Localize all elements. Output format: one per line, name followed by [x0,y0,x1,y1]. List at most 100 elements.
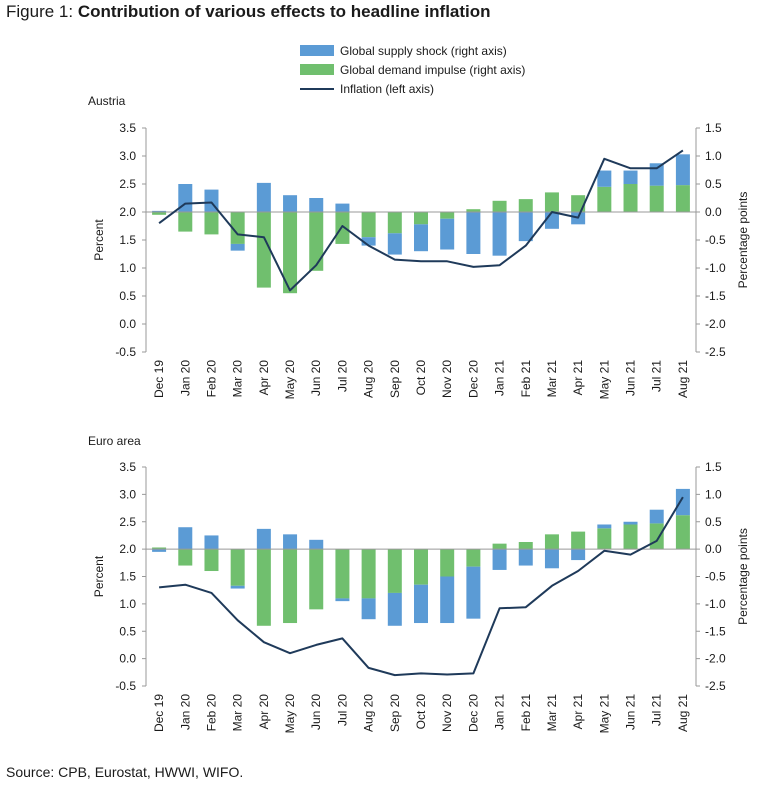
category-label: Dec 20 [466,360,480,398]
demand-bar [335,549,350,599]
category-label: Jul 20 [335,360,349,392]
demand-bar [414,549,428,585]
supply-bar [492,212,507,256]
inflation-line [158,149,684,292]
supply-bar [387,592,402,626]
category-label: Aug 20 [362,360,376,398]
demand-bar [361,212,376,238]
supply-bar [492,549,507,570]
category-label: Mar 20 [231,360,245,398]
right-tick-label: 1.0 [705,149,722,163]
demand-bar [256,549,271,626]
category-label: Apr 21 [571,694,585,730]
category-label: Jul 21 [650,360,664,392]
right-tick-label: -1.5 [705,624,726,638]
right-tick-label: 0.5 [705,515,722,529]
demand-bar [544,192,559,212]
demand-bar [440,549,455,577]
category-label: Mar 21 [545,694,559,732]
category-label: Apr 21 [571,360,585,396]
demand-bar [623,184,638,212]
supply-bar [283,534,298,550]
supply-bar [675,488,690,516]
supply-bar [230,243,245,251]
supply-bar [518,549,533,566]
category-label: May 21 [597,360,611,400]
figure-heading: Contribution of various effects to headl… [77,2,491,21]
demand-bar [283,549,298,624]
right-tick-label: 0.0 [705,542,722,556]
category-label: Oct 20 [414,694,428,730]
left-axis-title: Percent [92,219,106,261]
left-tick-label: 2.0 [119,205,136,219]
left-tick-label: 0.0 [119,317,136,331]
right-tick-label: -1.5 [705,289,726,303]
left-tick-label: 3.5 [119,121,136,135]
demand-bar [309,212,324,271]
category-label: Jul 20 [335,694,349,726]
demand-bar [571,531,586,550]
right-tick-label: -2.0 [705,652,726,666]
category-label: Jan 21 [493,360,507,396]
figure-label: Figure 1: [6,2,78,21]
right-tick-label: -2.0 [705,317,726,331]
left-tick-label: -0.5 [115,345,136,359]
right-tick-label: -0.5 [705,233,726,247]
category-label: Dec 19 [152,360,166,398]
category-label: Apr 20 [257,694,271,730]
category-label: Jun 20 [309,360,323,396]
legend-item-demand: Global demand impulse (right axis) [300,60,525,79]
category-label: Jun 21 [624,360,638,396]
left-tick-label: 0.0 [119,652,136,666]
left-tick-label: 3.0 [119,487,136,501]
right-tick-label: 0.5 [705,177,722,191]
category-label: Nov 20 [440,360,454,398]
supply-bar [335,598,350,602]
demand-bar [256,212,271,288]
category-label: Mar 21 [545,360,559,398]
demand-bar [492,543,507,550]
supply-bar [466,566,481,619]
category-label: Aug 21 [676,360,690,398]
right-tick-label: 1.5 [705,121,722,135]
right-tick-label: -2.5 [705,345,726,359]
category-label: Aug 20 [362,694,376,732]
demand-bar [152,547,167,550]
supply-bar [440,576,455,624]
category-label: Jul 21 [650,694,664,726]
source-note: Source: CPB, Eurostat, HWWI, WIFO. [6,764,244,780]
left-tick-label: 1.5 [119,570,136,584]
supply-bar [152,549,167,552]
demand-bar [518,199,533,212]
demand-bar [675,515,690,550]
category-label: Dec 20 [466,694,480,732]
legend-label-supply: Global supply shock (right axis) [340,43,507,58]
supply-bar [230,585,245,589]
category-label: May 20 [283,694,297,734]
demand-bar [623,524,638,550]
left-tick-label: 2.0 [119,542,136,556]
category-label: Jan 21 [493,694,507,730]
supply-bar [283,195,298,212]
left-tick-label: 2.5 [119,177,136,191]
left-tick-label: 1.0 [119,261,136,275]
left-tick-label: -0.5 [115,679,136,693]
demand-bar [178,549,193,566]
supply-bar [518,212,533,242]
left-tick-label: 1.0 [119,597,136,611]
demand-bar [178,212,193,232]
demand-bar [387,212,402,234]
left-tick-label: 1.5 [119,233,136,247]
supply-bar [256,528,271,550]
figure-title: Figure 1: Contribution of various effect… [6,2,491,22]
supply-bar [466,212,481,254]
legend-swatch-demand [300,64,334,75]
demand-bar [152,212,167,215]
supply-bar [649,509,664,524]
demand-bar [230,212,245,244]
right-axis-title: Percentage points [736,192,750,289]
supply-bar [414,224,428,252]
panel-title: Euro area [88,434,141,448]
category-label: May 21 [597,694,611,734]
category-label: Dec 19 [152,694,166,732]
